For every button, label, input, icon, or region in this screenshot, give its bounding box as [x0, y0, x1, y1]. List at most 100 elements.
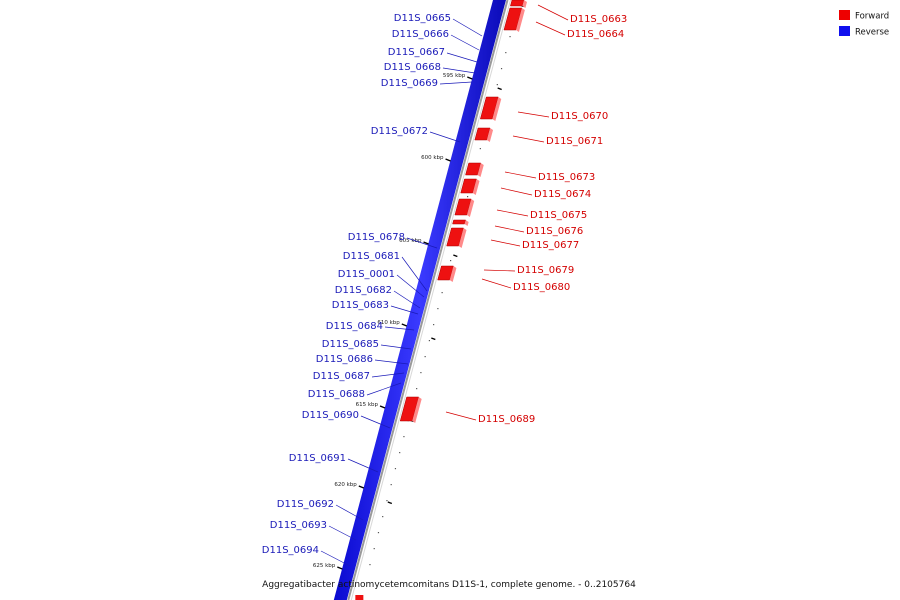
- forward-gene-shade: [472, 179, 480, 195]
- forward-gene-leader: [483, 269, 516, 272]
- right-tick: [387, 501, 393, 505]
- reverse-gene-leader: [366, 382, 402, 396]
- minor-tick: [382, 516, 384, 518]
- forward-gene-box: [452, 219, 466, 225]
- minor-tick: [467, 196, 469, 198]
- reverse-gene-leader: [446, 52, 478, 63]
- forward-gene-label: D11S_0679: [517, 265, 574, 276]
- legend-reverse-swatch: [839, 26, 850, 36]
- reverse-gene-label: D11S_0686: [316, 354, 373, 365]
- forward-gene-shade: [477, 163, 484, 177]
- minor-tick: [377, 532, 380, 534]
- reverse-gene-label: D11S_0693: [270, 520, 327, 531]
- reverse-gene-leader: [439, 81, 473, 85]
- backbone-edge: [350, 0, 511, 600]
- tick-label: 610 kbp: [377, 320, 400, 326]
- forward-gene-leader: [494, 225, 525, 233]
- reverse-gene-label: D11S_0694: [262, 545, 319, 556]
- reverse-gene-leader: [452, 18, 483, 37]
- minor-tick: [403, 436, 405, 438]
- reverse-gene-leader: [371, 372, 405, 378]
- reverse-gene-leader: [393, 290, 421, 309]
- forward-gene-leader: [481, 278, 512, 289]
- forward-gene-label: D11S_0675: [530, 210, 587, 221]
- forward-gene-shade: [464, 220, 469, 226]
- reverse-gene-label: D11S_0690: [302, 410, 359, 421]
- minor-tick: [500, 68, 503, 70]
- reverse-gene-leader: [390, 305, 419, 315]
- forward-gene-label: D11S_0677: [522, 240, 579, 251]
- backbone-line: [347, 0, 509, 600]
- forward-gene-label: D11S_0664: [567, 29, 624, 40]
- minor-tick: [399, 452, 401, 454]
- reverse-gene-labels: D11S_0665 D11S_0666 D11S_0667 D11S_0668 D11S…: [262, 13, 483, 567]
- forward-gene-shade: [515, 8, 525, 32]
- minor-tick: [420, 372, 422, 374]
- minor-tick: [441, 292, 443, 294]
- reverse-gene-leader: [320, 550, 351, 567]
- right-tick: [453, 254, 458, 258]
- major-tick: [379, 405, 386, 409]
- reverse-gene-leader: [429, 131, 461, 143]
- reverse-gene-label: D11S_0667: [388, 47, 445, 58]
- major-tick: [358, 485, 365, 489]
- forward-gene-shade: [412, 397, 422, 423]
- forward-gene-leader: [445, 411, 477, 421]
- forward-gene-leader: [490, 239, 521, 247]
- minor-tick: [424, 356, 426, 358]
- forward-gene-label: D11S_0671: [546, 136, 603, 147]
- forward-gene-label: D11S_0673: [538, 172, 595, 183]
- minor-tick: [509, 36, 511, 38]
- forward-gene-shade: [466, 199, 475, 217]
- reverse-gene-leader: [396, 274, 425, 298]
- tick-label: 615 kbp: [356, 402, 379, 408]
- tick-label: 600 kbp: [421, 155, 444, 161]
- forward-gene-leader: [496, 209, 529, 217]
- tick-label: 595 kbp: [443, 73, 466, 79]
- reverse-gene-leader: [335, 504, 364, 521]
- legend-reverse-label: Reverse: [855, 28, 889, 38]
- reverse-gene-label: D11S_0668: [384, 62, 441, 73]
- genome-backbone: [333, 0, 511, 600]
- forward-gene-leader: [537, 4, 569, 21]
- reverse-gene-leader: [374, 359, 409, 365]
- minor-tick: [369, 564, 371, 566]
- reverse-gene-leader: [347, 458, 379, 473]
- reverse-gene-leader: [450, 34, 480, 51]
- reverse-gene-leader: [406, 237, 438, 249]
- forward-gene-leader: [535, 21, 566, 36]
- reverse-gene-label: D11S_0678: [348, 232, 405, 243]
- minor-tick: [394, 468, 397, 470]
- forward-gene-leader: [500, 187, 533, 196]
- forward-gene-box: [510, 0, 525, 7]
- forward-gene-label: D11S_0676: [526, 226, 583, 237]
- major-tick: [423, 241, 429, 245]
- tick-label: 620 kbp: [334, 482, 357, 488]
- reverse-gene-label: D11S_0692: [277, 499, 334, 510]
- reverse-gene-label: D11S_0683: [332, 300, 389, 311]
- tick-label: 605 kbp: [399, 238, 422, 244]
- reverse-gene-leader: [401, 256, 428, 292]
- major-tick: [401, 323, 408, 327]
- minor-tick: [505, 52, 507, 54]
- reverse-gene-label: D11S_0665: [394, 13, 451, 24]
- minor-tick: [373, 548, 375, 550]
- major-tick: [337, 566, 343, 570]
- minor-tick: [496, 84, 498, 86]
- minor-tick: [428, 340, 430, 342]
- reverse-gene-leader: [360, 415, 391, 429]
- right-tick: [431, 337, 436, 341]
- forward-gene-features: [355, 0, 527, 600]
- minor-tick: [479, 148, 481, 150]
- minor-tick: [390, 484, 392, 486]
- reverse-gene-leader: [384, 326, 415, 331]
- genome-caption: Aggregatibacter actinomycetemcomitans D1…: [262, 580, 636, 590]
- forward-gene-shade: [486, 128, 494, 142]
- forward-gene-labels: D11S_0663 D11S_0664 D11S_0670 D11S_0671 D11S…: [445, 4, 627, 425]
- forward-gene-label: D11S_0680: [513, 282, 570, 293]
- forward-gene-leader: [512, 135, 545, 143]
- reverse-gene-label: D11S_0687: [313, 371, 370, 382]
- minor-tick: [450, 260, 452, 262]
- reverse-gene-label: D11S_0666: [392, 29, 449, 40]
- reverse-gene-label: D11S_0684: [326, 321, 383, 332]
